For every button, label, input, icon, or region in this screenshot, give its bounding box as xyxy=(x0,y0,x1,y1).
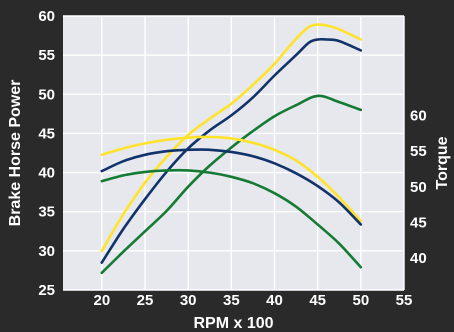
left-y-tick-label: 60 xyxy=(38,8,55,25)
x-tick-label: 25 xyxy=(137,292,154,309)
x-tick-label: 50 xyxy=(352,292,369,309)
left-y-tick-label: 55 xyxy=(38,47,55,64)
right-y-axis-title: Torque xyxy=(434,136,451,189)
x-tick-label: 30 xyxy=(180,292,197,309)
x-tick-label: 35 xyxy=(223,292,240,309)
right-y-axis-ticks: 40 45 50 55 60 xyxy=(410,108,427,267)
left-y-tick-label: 40 xyxy=(38,165,55,182)
series-line-yellow-power xyxy=(100,23,363,253)
series-line-green-power xyxy=(100,94,363,275)
x-axis-ticks: 20 25 30 35 40 45 50 55 xyxy=(94,292,413,309)
x-axis-title: RPM x 100 xyxy=(193,315,273,332)
series-lines xyxy=(100,23,363,275)
series-line-navy-power xyxy=(100,37,363,264)
left-y-tick-label: 45 xyxy=(38,125,55,142)
series-line-green-torque xyxy=(100,168,363,269)
left-y-tick-label: 25 xyxy=(38,282,55,299)
left-y-axis-title: Brake Horse Power xyxy=(7,80,24,227)
x-tick-label: 55 xyxy=(396,292,413,309)
right-y-tick-label: 55 xyxy=(410,143,427,160)
left-y-tick-label: 30 xyxy=(38,243,55,260)
series-line-yellow-torque xyxy=(100,135,363,223)
x-tick-label: 45 xyxy=(309,292,326,309)
right-y-tick-label: 45 xyxy=(410,214,427,231)
right-y-tick-label: 50 xyxy=(410,179,427,196)
left-y-tick-label: 50 xyxy=(38,86,55,103)
left-y-axis-ticks: 25 30 35 40 45 50 55 60 xyxy=(38,8,55,299)
x-tick-label: 40 xyxy=(266,292,283,309)
right-y-tick-label: 60 xyxy=(410,108,427,125)
gridlines xyxy=(63,15,405,291)
series-line-navy-torque xyxy=(100,148,363,226)
right-y-tick-label: 40 xyxy=(410,250,427,267)
left-y-tick-label: 35 xyxy=(38,204,55,221)
x-tick-label: 20 xyxy=(94,292,111,309)
